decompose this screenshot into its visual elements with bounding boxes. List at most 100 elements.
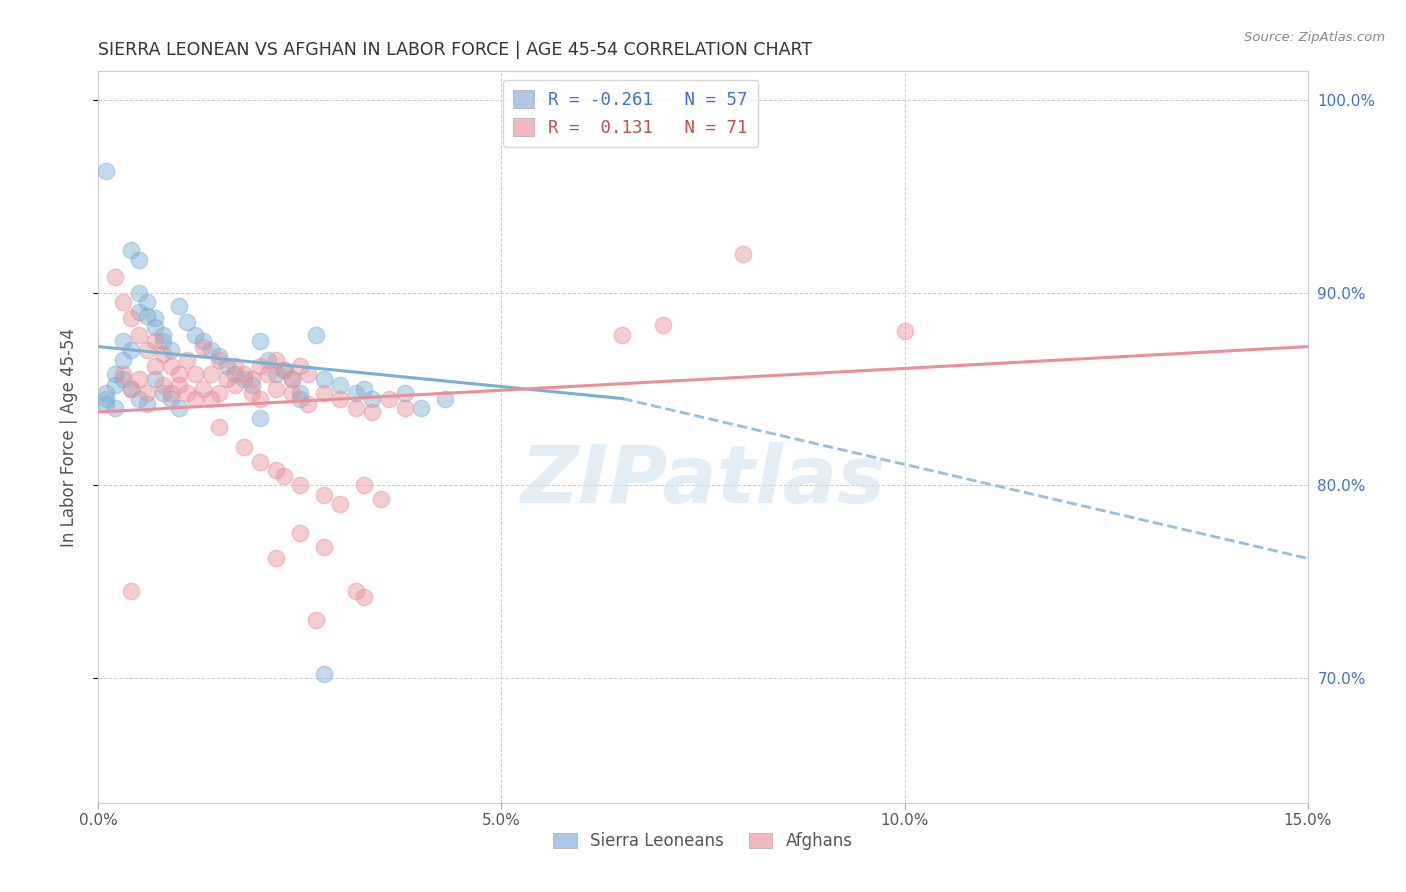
Point [193,340,215,354]
Point [160,392,183,406]
Point [240,372,263,386]
Point [160,359,183,373]
Point [128,252,150,267]
Point [143,334,166,348]
Point [240,385,263,400]
Point [96,397,118,411]
Point [103,378,125,392]
Point [297,397,319,411]
Point [184,367,207,381]
Point [167,378,190,392]
Point [208,353,231,368]
Point [434,392,457,406]
Point [314,488,336,502]
Point [329,498,352,512]
Point [111,372,134,386]
Point [281,372,304,386]
Point [193,382,215,396]
Point [264,382,287,396]
Point [160,343,183,358]
Point [329,378,352,392]
Point [297,367,319,381]
Point [152,378,174,392]
Point [273,362,295,376]
Point [288,392,311,406]
Text: Source: ZipAtlas.com: Source: ZipAtlas.com [1244,31,1385,45]
Point [281,385,304,400]
Point [353,478,375,492]
Point [249,392,271,406]
Point [344,385,367,400]
Point [111,367,134,381]
Point [288,526,311,541]
Point [167,299,190,313]
Point [224,359,246,373]
Point [377,392,399,406]
Point [208,349,231,363]
Point [217,372,239,386]
Point [240,378,263,392]
Point [135,397,157,411]
Point [733,247,755,261]
Point [394,401,416,416]
Point [232,372,254,386]
Point [152,334,174,348]
Point [612,328,634,343]
Point [96,164,118,178]
Point [281,372,304,386]
Point [200,367,222,381]
Point [111,353,134,368]
Point [273,468,295,483]
Point [103,401,125,416]
Point [96,392,118,406]
Point [167,367,190,381]
Text: SIERRA LEONEAN VS AFGHAN IN LABOR FORCE | AGE 45-54 CORRELATION CHART: SIERRA LEONEAN VS AFGHAN IN LABOR FORCE … [98,41,813,59]
Point [256,353,278,368]
Point [893,324,915,338]
Text: ZIPatlas: ZIPatlas [520,442,886,520]
Point [200,343,222,358]
Point [167,401,190,416]
Point [152,385,174,400]
Point [128,285,150,300]
Point [288,359,311,373]
Point [152,328,174,343]
Point [143,359,166,373]
Legend: Sierra Leoneans, Afghans: Sierra Leoneans, Afghans [547,825,859,856]
Point [128,305,150,319]
Point [264,551,287,566]
Point [152,347,174,361]
Point [256,367,278,381]
Point [103,270,125,285]
Point [249,359,271,373]
Point [305,328,328,343]
Point [344,584,367,599]
Point [288,385,311,400]
Point [264,463,287,477]
Point [208,385,231,400]
Point [111,334,134,348]
Point [135,309,157,323]
Point [184,392,207,406]
Point [370,491,392,506]
Point [314,666,336,681]
Point [128,328,150,343]
Point [120,382,142,396]
Point [135,343,157,358]
Point [344,401,367,416]
Point [176,315,198,329]
Point [394,385,416,400]
Point [288,478,311,492]
Point [184,328,207,343]
Point [224,367,246,381]
Point [120,244,142,258]
Point [361,392,384,406]
Point [232,367,254,381]
Point [273,362,295,376]
Point [314,372,336,386]
Point [409,401,432,416]
Y-axis label: In Labor Force | Age 45-54: In Labor Force | Age 45-54 [59,327,77,547]
Point [143,310,166,325]
Point [353,590,375,604]
Point [249,410,271,425]
